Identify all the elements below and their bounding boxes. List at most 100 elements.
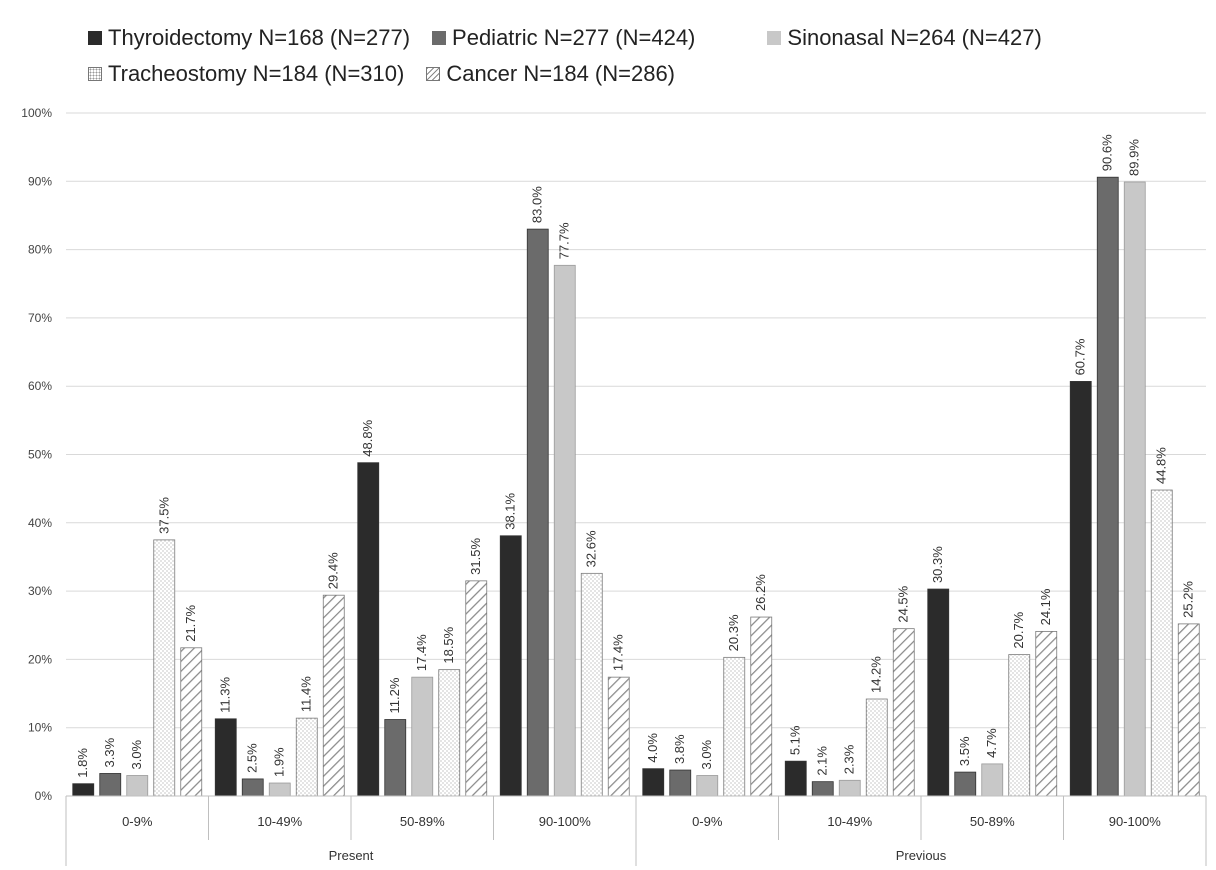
data-label: 3.8% — [672, 734, 687, 764]
data-label: 11.2% — [387, 677, 402, 713]
data-label: 17.4% — [611, 634, 626, 671]
bar — [499, 535, 522, 797]
legend-item-cancer: Cancer N=184 (N=286) — [426, 56, 675, 92]
bar — [126, 775, 149, 797]
data-label: 3.5% — [957, 736, 972, 766]
legend-swatch-pediatric — [432, 31, 447, 45]
data-label: 20.7% — [1011, 611, 1026, 648]
legend-row-2: Tracheostomy N=184 (N=310) Cancer N=184 … — [88, 56, 1208, 92]
bar — [954, 771, 977, 797]
y-tick-label: 90% — [28, 174, 52, 188]
bar — [580, 572, 603, 797]
y-tick-label: 10% — [28, 721, 52, 735]
data-label: 11.4% — [299, 676, 314, 712]
x-category-label: 10-49% — [827, 814, 872, 829]
bar — [180, 647, 203, 797]
legend-label-cancer: Cancer N=184 (N=286) — [446, 61, 676, 86]
data-label: 48.8% — [360, 419, 375, 456]
bar — [241, 778, 264, 797]
y-tick-label: 20% — [28, 652, 52, 666]
data-label: 1.9% — [272, 747, 287, 777]
bar — [1069, 381, 1092, 797]
data-label: 17.4% — [414, 634, 429, 671]
bar — [981, 763, 1004, 797]
x-category-label: 50-89% — [970, 814, 1015, 829]
bar — [322, 594, 345, 797]
data-label: 2.3% — [842, 744, 857, 774]
bar — [526, 228, 549, 797]
bar — [838, 779, 861, 797]
bar — [411, 676, 434, 797]
x-category-label: 0-9% — [692, 814, 723, 829]
legend-label-sinonasal: Sinonasal N=264 (N=427) — [787, 25, 1042, 50]
data-label: 25.2% — [1181, 581, 1196, 618]
chart-legend: Thyroidectomy N=168 (N=277) Pediatric N=… — [88, 20, 1208, 92]
data-label: 32.6% — [584, 530, 599, 567]
bar — [927, 588, 950, 797]
bar — [72, 783, 95, 797]
data-label: 2.5% — [245, 743, 260, 773]
data-label: 20.3% — [726, 614, 741, 651]
data-label: 4.7% — [984, 728, 999, 758]
data-label: 77.7% — [557, 222, 572, 259]
bar — [553, 264, 576, 797]
bar — [268, 782, 291, 797]
data-label: 2.1% — [815, 746, 830, 776]
data-label: 1.8% — [75, 748, 90, 778]
bar — [723, 656, 746, 797]
bar — [669, 769, 692, 797]
data-label: 38.1% — [503, 492, 518, 529]
bar — [1150, 489, 1173, 797]
y-tick-label: 30% — [28, 584, 52, 598]
bar — [892, 628, 915, 797]
data-label: 90.6% — [1100, 134, 1115, 171]
x-category-label: 10-49% — [257, 814, 302, 829]
legend-item-sinonasal: Sinonasal N=264 (N=427) — [767, 20, 1042, 56]
legend-label-thyroidectomy: Thyroidectomy N=168 (N=277) — [108, 25, 411, 50]
legend-swatch-tracheostomy — [88, 67, 102, 81]
bar — [384, 719, 407, 797]
bar — [696, 775, 719, 797]
data-label: 83.0% — [530, 186, 545, 223]
data-labels: 1.8% 3.3% 3.0% 37.5% 21.7% 11.3% 2.5% 1.9% 11.4%… — [75, 134, 1196, 778]
y-tick-label: 50% — [28, 448, 52, 462]
data-label: 89.9% — [1127, 139, 1142, 176]
bar — [784, 760, 807, 797]
legend-swatch-thyroidectomy — [88, 31, 102, 45]
bar — [357, 462, 380, 797]
data-label: 44.8% — [1154, 447, 1169, 484]
x-category-label: 90-100% — [1109, 814, 1161, 829]
data-label: 37.5% — [156, 497, 171, 534]
data-label: 5.1% — [788, 725, 803, 755]
bar — [811, 781, 834, 797]
bar — [607, 676, 630, 797]
x-category-label: 0-9% — [122, 814, 153, 829]
y-tick-label: 80% — [28, 243, 52, 257]
data-label: 31.5% — [468, 538, 483, 575]
data-label: 4.0% — [645, 733, 660, 763]
data-label: 30.3% — [930, 546, 945, 583]
bar — [99, 773, 122, 797]
bar — [1035, 630, 1058, 797]
bar — [1008, 654, 1031, 797]
legend-row-1: Thyroidectomy N=168 (N=277) Pediatric N=… — [88, 20, 1208, 56]
x-group-label: Previous — [896, 848, 947, 863]
data-label: 11.3% — [218, 676, 233, 712]
legend-label-pediatric: Pediatric N=277 (N=424) — [452, 25, 696, 50]
data-label: 3.3% — [102, 737, 117, 767]
bar — [642, 768, 665, 797]
bars — [72, 176, 1200, 797]
data-label: 14.2% — [869, 656, 884, 693]
x-group-label: Present — [329, 848, 374, 863]
legend-item-thyroidectomy: Thyroidectomy N=168 (N=277) — [88, 20, 410, 56]
legend-swatch-cancer — [426, 67, 441, 81]
data-label: 3.0% — [699, 739, 714, 769]
legend-swatch-sinonasal — [767, 31, 782, 45]
y-tick-label: 60% — [28, 379, 52, 393]
bar — [750, 616, 773, 797]
legend-item-pediatric: Pediatric N=277 (N=424) — [432, 20, 695, 56]
bar — [1096, 176, 1119, 797]
data-label: 21.7% — [183, 604, 198, 641]
y-tick-label: 100% — [21, 106, 52, 120]
